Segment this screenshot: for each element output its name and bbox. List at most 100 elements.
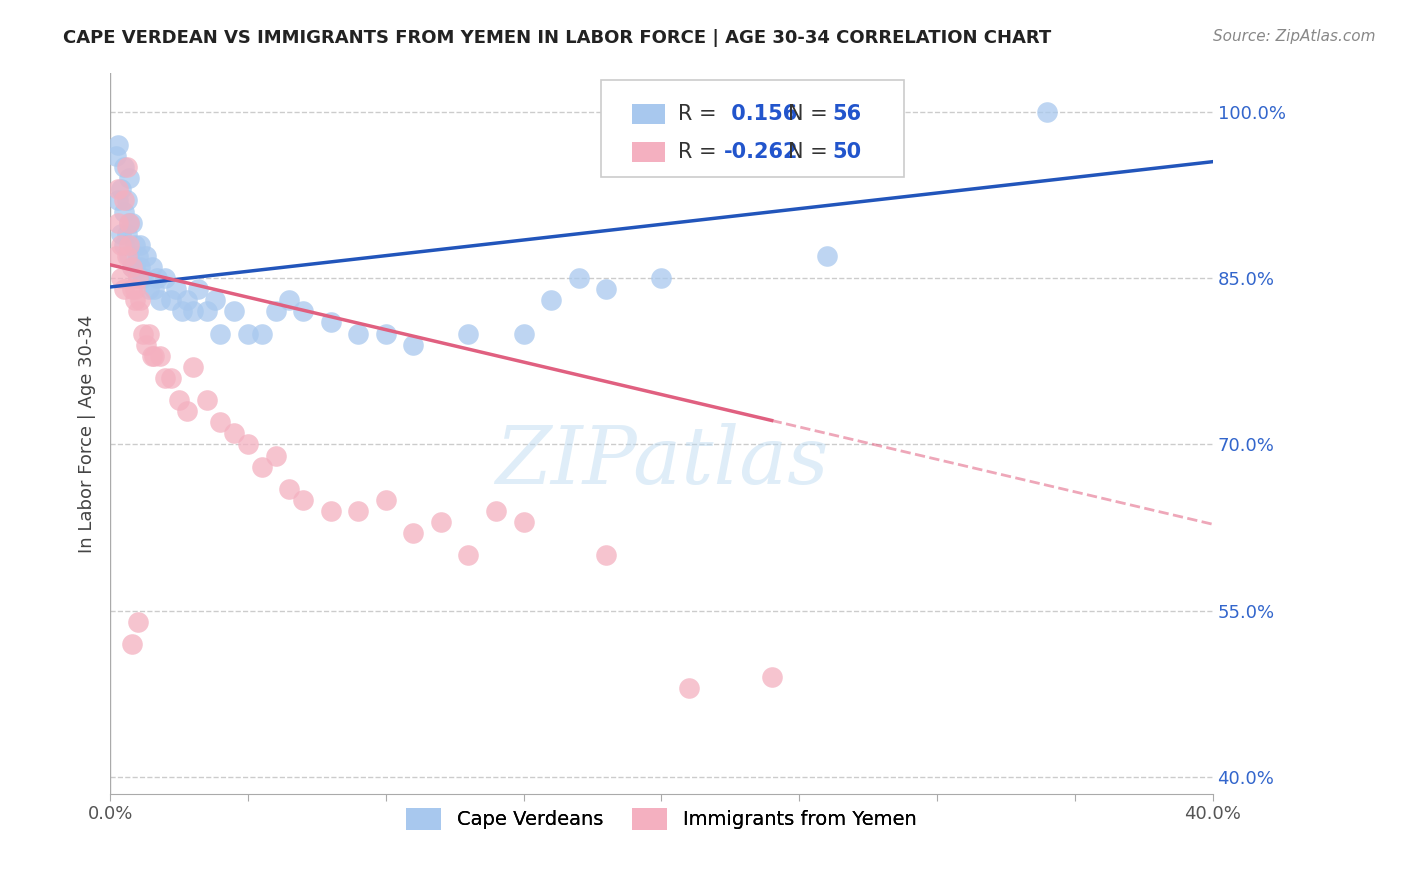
Text: 0.156: 0.156 (724, 103, 797, 124)
Point (319, 315, 342, 329)
Point (1036, 104, 1059, 119)
Point (127, 304, 149, 318)
Point (250, 326, 273, 341)
Point (167, 393, 190, 408)
Point (121, 216, 143, 230)
Point (457, 326, 479, 341)
Point (129, 293, 152, 308)
Point (127, 271, 149, 285)
Point (236, 437, 259, 451)
Point (124, 293, 146, 308)
Point (121, 260, 143, 274)
Point (115, 194, 138, 208)
Point (127, 249, 149, 263)
Point (176, 293, 198, 308)
Point (107, 216, 129, 230)
Point (292, 304, 315, 318)
Point (110, 237, 132, 252)
Point (104, 149, 127, 163)
Text: 56: 56 (832, 103, 862, 124)
Point (118, 249, 141, 263)
Point (118, 237, 141, 252)
Point (112, 204, 135, 219)
Point (402, 337, 425, 351)
Point (138, 282, 160, 296)
Text: N =: N = (789, 103, 828, 124)
Point (155, 271, 177, 285)
Point (347, 504, 370, 518)
Point (181, 359, 204, 374)
Point (121, 282, 143, 296)
Point (112, 194, 135, 208)
Point (135, 337, 157, 351)
Point (124, 282, 146, 296)
Point (278, 293, 301, 308)
Point (107, 194, 129, 208)
Point (127, 271, 149, 285)
Point (195, 304, 218, 318)
Point (112, 160, 135, 174)
Point (107, 138, 129, 153)
Point (815, 249, 838, 263)
Point (165, 282, 187, 296)
Point (292, 492, 315, 507)
Point (209, 326, 232, 341)
Point (224, 304, 246, 318)
Point (141, 349, 163, 363)
Legend: Cape Verdeans, Immigrants from Yemen: Cape Verdeans, Immigrants from Yemen (398, 800, 924, 838)
Point (650, 271, 672, 285)
Point (278, 482, 301, 496)
Point (115, 160, 138, 174)
Point (374, 492, 396, 507)
Point (155, 371, 177, 385)
Point (319, 504, 342, 518)
Point (149, 293, 172, 308)
Point (132, 271, 155, 285)
Point (187, 282, 209, 296)
Point (121, 637, 143, 651)
Text: 50: 50 (832, 142, 862, 162)
Point (761, 670, 783, 684)
Point (457, 549, 479, 563)
Point (104, 249, 127, 263)
Point (250, 459, 273, 474)
Point (121, 260, 143, 274)
Point (181, 304, 204, 318)
Point (115, 227, 138, 241)
Point (118, 171, 141, 186)
Point (141, 260, 163, 274)
Point (568, 271, 591, 285)
Point (170, 304, 193, 318)
Point (112, 237, 135, 252)
Point (236, 326, 259, 341)
Text: R =: R = (678, 142, 717, 162)
Point (347, 326, 370, 341)
Point (143, 349, 166, 363)
Point (264, 304, 287, 318)
Point (430, 515, 453, 529)
Point (138, 326, 160, 341)
Point (112, 282, 135, 296)
FancyBboxPatch shape (631, 103, 665, 124)
Point (146, 271, 169, 285)
Point (127, 615, 149, 629)
Point (595, 549, 617, 563)
Point (110, 227, 132, 241)
Point (132, 326, 155, 341)
Point (224, 426, 246, 441)
Point (129, 260, 152, 274)
Text: R =: R = (678, 103, 717, 124)
Text: Source: ZipAtlas.com: Source: ZipAtlas.com (1212, 29, 1375, 44)
Point (195, 393, 218, 408)
Point (143, 282, 166, 296)
FancyBboxPatch shape (631, 142, 665, 162)
Point (149, 349, 172, 363)
Point (264, 449, 287, 463)
Point (124, 237, 146, 252)
Point (129, 237, 152, 252)
Point (402, 526, 425, 541)
Point (115, 249, 138, 263)
Point (204, 293, 226, 308)
Point (124, 260, 146, 274)
Point (110, 182, 132, 196)
